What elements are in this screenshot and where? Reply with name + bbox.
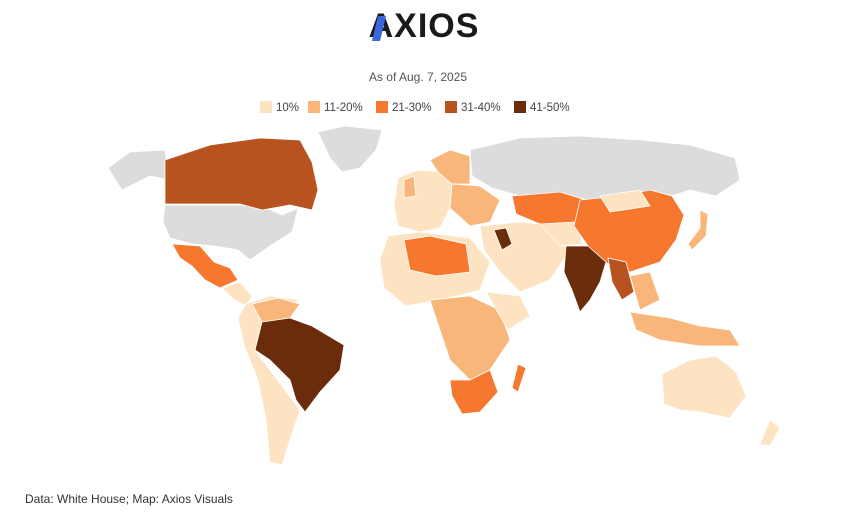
usa	[162, 204, 299, 261]
mongolia	[599, 189, 651, 213]
legend-label: 11-20%	[324, 102, 363, 114]
logo: AXIOS	[369, 7, 480, 45]
legend-label: 31-40%	[461, 102, 501, 114]
legend-label: 21-30%	[392, 102, 432, 114]
algeria-libya	[403, 235, 471, 277]
alaska	[107, 149, 171, 191]
iraq	[493, 227, 513, 251]
subtitle: As of Aug. 7, 2025	[369, 70, 467, 84]
kazakhstan	[511, 191, 587, 225]
europe-north	[429, 149, 471, 185]
venezuela-colombia	[251, 297, 301, 323]
world-map	[107, 125, 781, 466]
indonesia	[629, 311, 741, 347]
central-america	[221, 281, 253, 307]
legend-swatch	[514, 101, 526, 113]
brazil	[254, 317, 345, 413]
source: Data: White House; Map: Axios Visuals	[25, 492, 233, 506]
india	[563, 245, 607, 313]
new-zealand	[759, 419, 781, 447]
east-africa	[485, 291, 531, 331]
legend: 10% 11-20% 21-30% 31-40% 41-50%	[260, 101, 570, 114]
legend-swatch	[308, 101, 320, 113]
legend-label: 41-50%	[530, 102, 570, 114]
canada	[164, 137, 319, 211]
south-africa	[449, 369, 499, 415]
logo-accent	[372, 16, 386, 41]
legend-swatch	[260, 101, 272, 113]
legend-swatch	[376, 101, 388, 113]
central-asia	[539, 221, 583, 247]
myanmar-thailand	[607, 257, 635, 301]
greenland	[317, 125, 383, 173]
japan	[687, 209, 709, 251]
europe-east	[449, 183, 501, 227]
europe-west	[393, 169, 453, 233]
mexico	[171, 243, 239, 289]
australia	[661, 355, 747, 419]
legend-label: 10%	[276, 102, 299, 114]
madagascar	[511, 363, 527, 393]
china	[573, 189, 685, 273]
uk	[403, 175, 417, 199]
southeast-asia	[629, 271, 661, 311]
russia	[469, 135, 741, 201]
legend-swatch	[445, 101, 457, 113]
